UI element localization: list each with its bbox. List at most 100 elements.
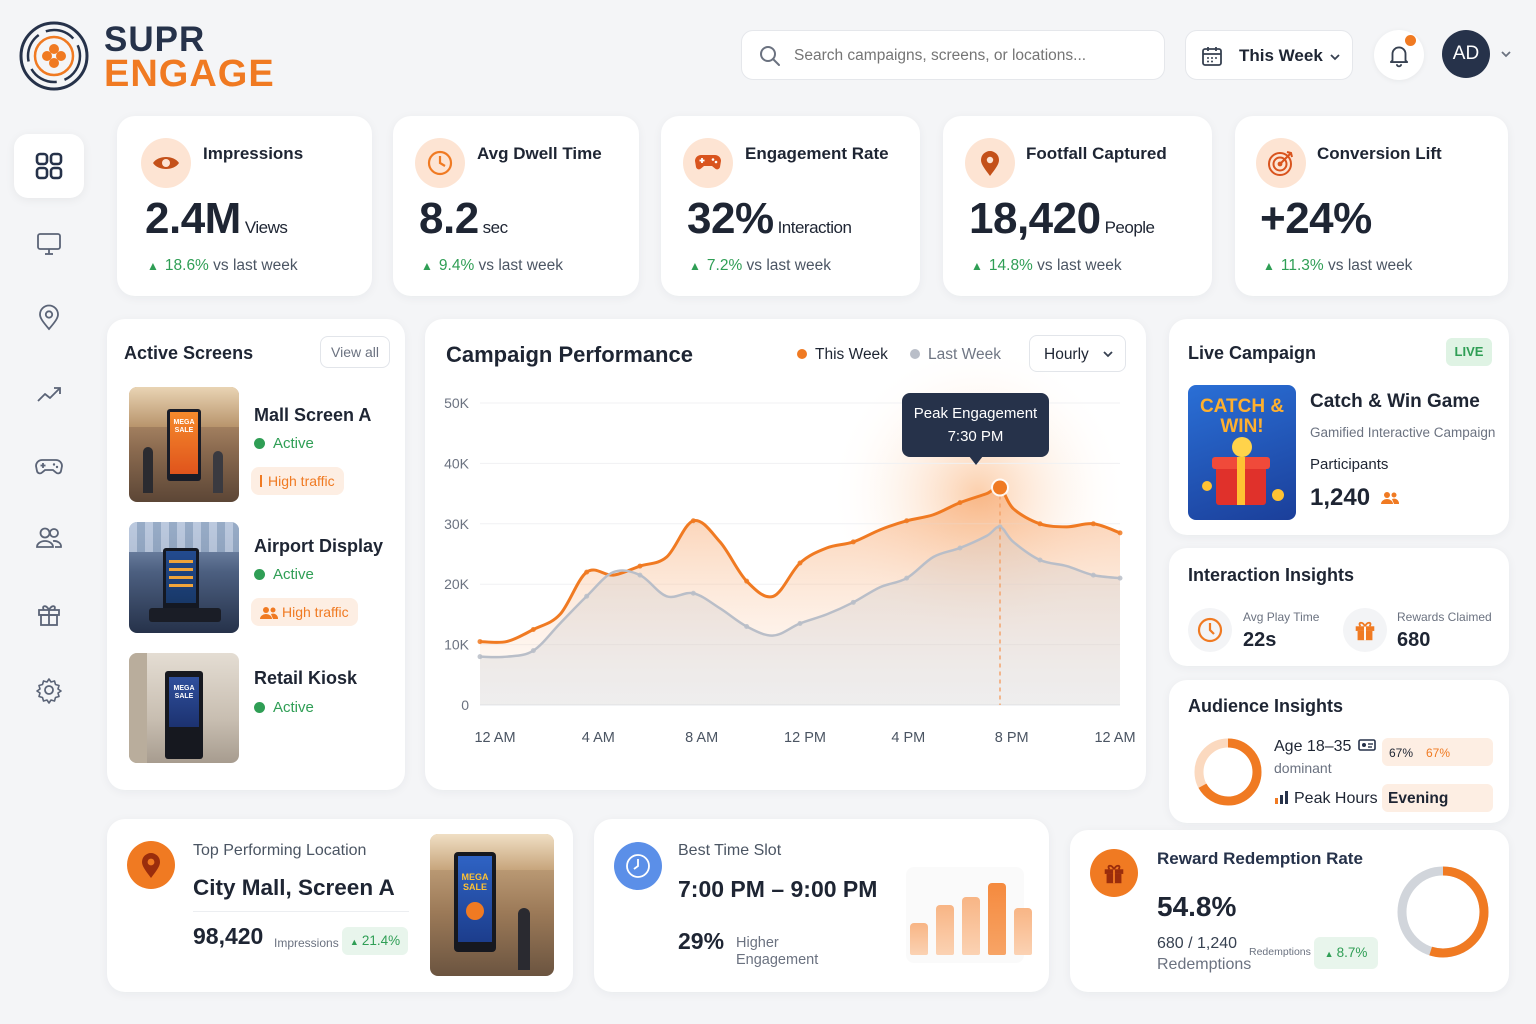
kpi-card-footfall[interactable]: Footfall Captured 18,420 People ▲ 14.8% vs… <box>943 116 1212 296</box>
y-tick-label: 0 <box>461 697 469 713</box>
chevron-down-icon <box>1330 54 1340 61</box>
data-point <box>904 575 910 581</box>
up-arrow-icon: ▲ <box>1324 949 1334 959</box>
performance-chart[interactable]: 0 10K 20K 30K 40K 50K 12 AM 4 AM 8 AM 12 PM 4 PM 8 … <box>425 319 1146 790</box>
data-point <box>690 518 696 524</box>
x-tick-label: 4 AM <box>582 730 615 746</box>
campaign-subtitle: Gamified Interactive Campaign <box>1310 425 1496 440</box>
reward-redemption-card[interactable]: Reward Redemption Rate 54.8% 680 / 1,240… <box>1070 830 1509 992</box>
series-area-last-week <box>480 526 1120 705</box>
kpi-title: Footfall Captured <box>1026 144 1167 163</box>
notifications-button[interactable] <box>1374 30 1424 80</box>
x-tick-label: 4 PM <box>891 730 925 746</box>
data-point <box>997 485 1003 491</box>
kpi-card-impressions[interactable]: Impressions 2.4M Views ▲ 18.6% vs last wee… <box>117 116 372 296</box>
legend-dot-orange <box>797 349 807 359</box>
up-arrow-icon: ▲ <box>1263 259 1275 273</box>
up-arrow-icon: ▲ <box>689 259 701 273</box>
age-share-bar: 67% 67% <box>1382 738 1493 766</box>
top-location-name: City Mall, Screen A <box>193 875 395 900</box>
campaign-performance-card: Campaign Performance This Week Last Week… <box>425 319 1146 790</box>
live-campaign-card[interactable]: Live Campaign LIVE CATCH & WIN! Catch & … <box>1169 319 1509 535</box>
sidebar-item-rewards[interactable] <box>14 582 84 646</box>
tooltip-title: Peak Engagement <box>913 405 1038 422</box>
kpi-value: 8.2 sec <box>419 194 508 243</box>
data-point <box>1037 557 1043 563</box>
kpi-unit: Interaction <box>777 218 852 237</box>
kpi-delta: ▲ 7.2% vs last week <box>689 257 831 274</box>
sidebar-item-dashboard[interactable] <box>14 134 84 198</box>
sidebar-item-analytics[interactable] <box>14 362 84 426</box>
user-avatar[interactable]: AD <box>1442 30 1490 78</box>
date-range-dropdown[interactable]: This Week <box>1185 30 1353 80</box>
chevron-down-icon <box>1103 351 1113 358</box>
gift-icon <box>1104 864 1124 884</box>
campaign-name: Catch & Win Game <box>1310 391 1480 412</box>
live-campaign-title: Live Campaign <box>1188 343 1317 363</box>
slot-bar <box>910 923 928 955</box>
data-point <box>637 563 643 569</box>
y-tick-label: 10K <box>444 637 470 653</box>
interval-dropdown[interactable]: Hourly <box>1029 335 1126 372</box>
best-time-card[interactable]: Best Time Slot 7:00 PM – 9:00 PM 29% Hig… <box>594 819 1049 992</box>
live-badge: LIVE <box>1446 338 1492 366</box>
legend-this-week[interactable]: This Week <box>797 346 888 364</box>
audience-insights-card: Audience Insights Age 18–35 dominant 67%… <box>1169 680 1509 823</box>
peak-marker-halo <box>991 478 1009 497</box>
peak-hours-value: Evening <box>1382 784 1493 812</box>
best-time-pct: 29% <box>678 928 725 954</box>
top-location-label: Top Performing Location <box>193 842 367 859</box>
y-tick-label: 20K <box>444 576 470 592</box>
kpi-value: 18,420 People <box>969 194 1155 243</box>
kpi-card-conversion-lift[interactable]: Conversion Lift +24% ▲ 11.3% vs last week <box>1235 116 1508 296</box>
data-point <box>530 648 536 654</box>
kpi-card-engagement-rate[interactable]: Engagement Rate 32% Interaction ▲ 7.2% vs … <box>661 116 920 296</box>
search-bar[interactable] <box>741 30 1165 80</box>
top-location-value: 98,420 <box>193 923 264 949</box>
eye-icon <box>141 138 191 188</box>
screen-status: Active <box>254 435 314 452</box>
kpi-card-dwell-time[interactable]: Avg Dwell Time 8.2 sec ▲ 9.4% vs last week <box>393 116 639 296</box>
brand-logo[interactable]: SUPR ENGAGE <box>18 20 318 95</box>
kpi-delta: ▲ 18.6% vs last week <box>147 257 298 274</box>
age-share-primary: 67% <box>1389 746 1414 760</box>
data-point <box>690 590 696 596</box>
logo-mark-icon <box>19 21 89 91</box>
series-line-last-week <box>479 525 1121 659</box>
sidebar-item-audience[interactable] <box>14 506 84 570</box>
up-arrow-icon: ▲ <box>349 937 359 947</box>
participants-value: 1,240 <box>1310 484 1399 512</box>
gift-icon <box>1355 621 1375 641</box>
trend-icon <box>37 387 61 402</box>
kpi-title: Avg Dwell Time <box>477 144 602 163</box>
sidebar-item-screens[interactable] <box>14 212 84 276</box>
kpi-unit: sec <box>482 218 508 237</box>
screen-status: Active <box>254 566 314 583</box>
kpi-title: Impressions <box>203 144 304 163</box>
best-time-label: Best Time Slot <box>678 842 782 859</box>
data-point <box>1037 521 1043 527</box>
slot-bar-chart <box>906 867 1032 963</box>
data-point <box>797 560 803 566</box>
data-point <box>477 639 483 645</box>
users-icon <box>1380 492 1399 504</box>
brand-name-line2: ENGAGE <box>104 53 275 95</box>
reward-icon-wrap <box>1090 849 1138 897</box>
location-icon-wrap <box>127 841 175 889</box>
data-point <box>1117 530 1123 536</box>
kpi-delta: ▲ 11.3% vs last week <box>1263 257 1413 274</box>
avatar-chevron-icon[interactable] <box>1499 47 1513 61</box>
view-all-button[interactable]: View all <box>320 336 390 368</box>
peak-tooltip: Peak Engagement 7:30 PM <box>902 393 1049 465</box>
sidebar-item-settings[interactable] <box>14 658 84 722</box>
status-dot-icon <box>254 702 265 713</box>
x-tick-label: 12 AM <box>1094 730 1135 746</box>
sidebar-item-locations[interactable] <box>14 286 84 350</box>
legend-last-week[interactable]: Last Week <box>910 346 1001 364</box>
gamepad-icon <box>35 459 63 475</box>
top-location-card[interactable]: Top Performing Location City Mall, Scree… <box>107 819 573 992</box>
data-point <box>1117 575 1123 581</box>
search-input[interactable] <box>794 43 1144 69</box>
sidebar-item-games[interactable] <box>14 434 84 498</box>
kpi-value: 2.4M Views <box>145 194 288 243</box>
